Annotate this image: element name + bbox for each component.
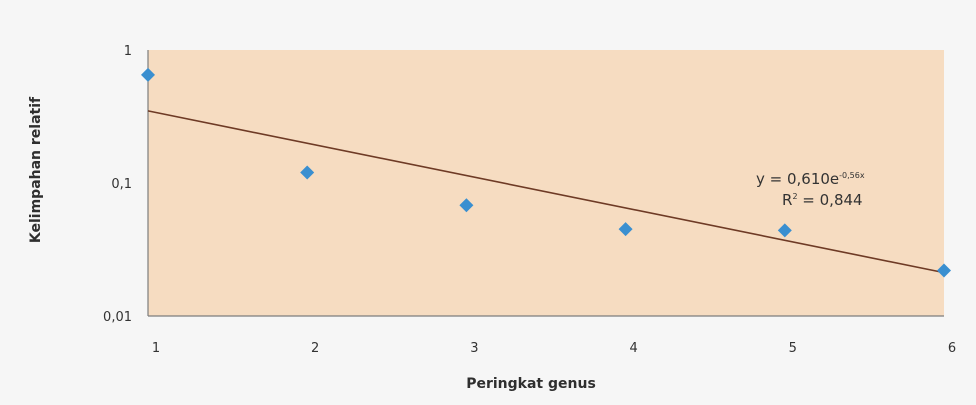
y-tick-label: 0,1 xyxy=(111,177,132,192)
x-tick-labels: 1 2 3 4 5 6 xyxy=(152,341,956,356)
x-tick-label: 4 xyxy=(629,341,637,356)
r-squared-label: R xyxy=(782,191,792,209)
y-tick-label: 1 xyxy=(124,44,132,59)
equation-exponent: -0,56x xyxy=(839,171,865,180)
x-axis-title: Peringkat genus xyxy=(466,376,596,392)
x-tick-label: 1 xyxy=(152,341,160,356)
data-points xyxy=(141,67,951,278)
y-tick-label: 0,01 xyxy=(103,310,132,325)
plot-area xyxy=(148,50,944,316)
data-point xyxy=(459,198,474,213)
y-tick-labels: 1 0,1 0,01 xyxy=(103,44,132,325)
data-point xyxy=(141,67,155,82)
data-point xyxy=(777,223,792,238)
data-point xyxy=(618,222,633,237)
r-squared: R2 = 0,844 xyxy=(782,191,863,209)
r-squared-superscript: 2 xyxy=(792,192,797,201)
x-tick-label: 3 xyxy=(470,341,478,356)
data-point xyxy=(300,165,315,180)
y-axis-title: Kelimpahan relatif xyxy=(28,96,44,243)
data-point xyxy=(937,263,951,278)
equation-main: y = 0,610e xyxy=(756,170,839,188)
trendline-equation: y = 0,610e-0,56x xyxy=(756,170,865,188)
x-tick-label: 5 xyxy=(789,341,797,356)
trendline xyxy=(147,110,945,274)
x-tick-label: 6 xyxy=(948,341,956,356)
r-squared-value: = 0,844 xyxy=(798,191,863,209)
x-tick-label: 2 xyxy=(311,341,319,356)
